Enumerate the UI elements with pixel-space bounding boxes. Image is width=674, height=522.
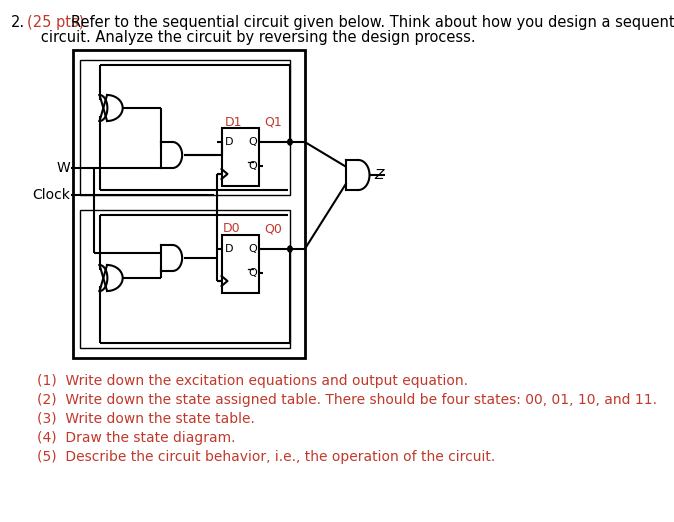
Circle shape bbox=[288, 246, 292, 252]
Text: 2.: 2. bbox=[10, 15, 24, 30]
Text: Refer to the sequential circuit given below. Think about how you design a sequen: Refer to the sequential circuit given be… bbox=[71, 15, 674, 30]
Text: D: D bbox=[224, 137, 233, 147]
Bar bbox=[222, 235, 259, 293]
Circle shape bbox=[288, 139, 292, 145]
Bar bbox=[80, 210, 290, 348]
Text: Z: Z bbox=[375, 168, 384, 182]
Text: Q0: Q0 bbox=[265, 222, 282, 235]
Text: Q: Q bbox=[248, 244, 257, 254]
Text: Q1: Q1 bbox=[265, 115, 282, 128]
Text: (1)  Write down the excitation equations and output equation.: (1) Write down the excitation equations … bbox=[37, 374, 468, 388]
Text: (2)  Write down the state assigned table. There should be four states: 00, 01, 1: (2) Write down the state assigned table.… bbox=[37, 393, 657, 407]
Text: Clock: Clock bbox=[32, 188, 70, 202]
Bar bbox=[80, 60, 290, 195]
Text: Q: Q bbox=[248, 137, 257, 147]
Bar bbox=[222, 128, 259, 186]
Text: D0: D0 bbox=[223, 222, 241, 235]
Text: W: W bbox=[56, 161, 70, 175]
Text: (25 pts): (25 pts) bbox=[27, 15, 84, 30]
Text: circuit. Analyze the circuit by reversing the design process.: circuit. Analyze the circuit by reversin… bbox=[27, 30, 475, 45]
Text: D: D bbox=[224, 244, 233, 254]
Text: D1: D1 bbox=[224, 115, 242, 128]
Text: (4)  Draw the state diagram.: (4) Draw the state diagram. bbox=[37, 431, 236, 445]
Text: Q: Q bbox=[248, 268, 257, 278]
Text: (5)  Describe the circuit behavior, i.e., the operation of the circuit.: (5) Describe the circuit behavior, i.e.,… bbox=[37, 450, 495, 464]
Text: (3)  Write down the state table.: (3) Write down the state table. bbox=[37, 412, 255, 426]
Text: Q: Q bbox=[248, 161, 257, 171]
Bar bbox=[73, 50, 305, 358]
